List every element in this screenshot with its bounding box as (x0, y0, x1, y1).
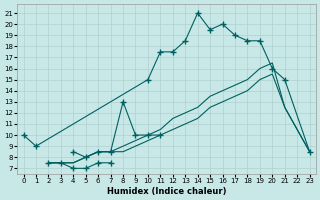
X-axis label: Humidex (Indice chaleur): Humidex (Indice chaleur) (107, 187, 226, 196)
